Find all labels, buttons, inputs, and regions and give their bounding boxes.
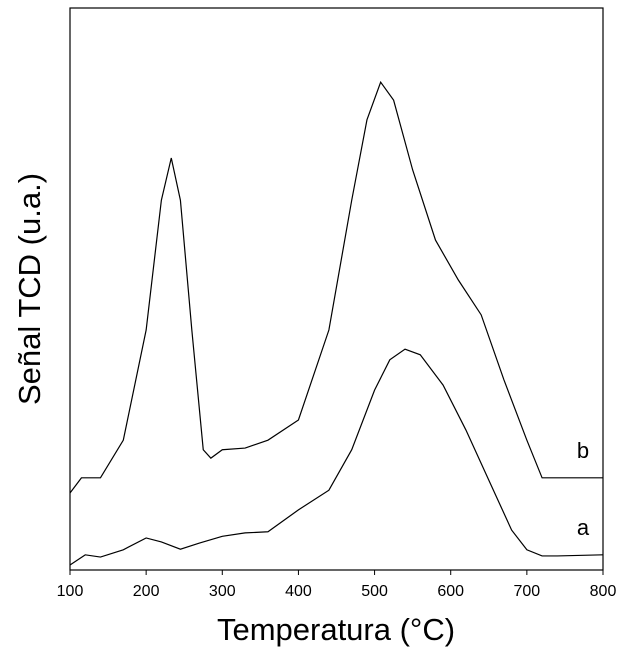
x-axis-title: Temperatura (°C) (217, 612, 455, 647)
series-line (69, 348, 604, 566)
series-label: a (577, 515, 590, 540)
x-tick-label: 800 (590, 583, 617, 600)
plot-frame (69, 7, 604, 571)
series-line (69, 80, 603, 494)
series-label: b (577, 438, 589, 463)
x-tick-label: 500 (361, 583, 388, 600)
y-axis-title: Señal TCD (u.a.) (12, 173, 47, 405)
x-tick-label: 100 (57, 583, 84, 600)
x-tick-label: 200 (133, 583, 160, 600)
x-tick-label: 600 (437, 583, 464, 600)
x-tick-label: 700 (514, 583, 541, 600)
x-tick-label: 300 (209, 583, 236, 600)
x-tick-label: 400 (285, 583, 312, 600)
